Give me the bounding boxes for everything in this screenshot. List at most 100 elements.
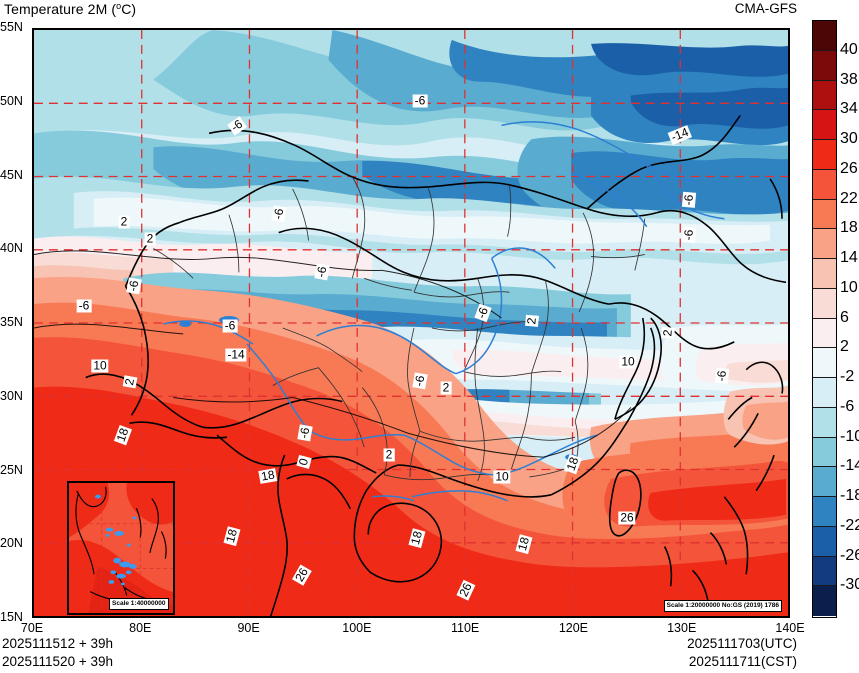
contour-label: 2: [440, 380, 452, 395]
colorbar-segment: [813, 110, 836, 140]
colorbar-segment: [813, 259, 836, 289]
colorbar-segment: [813, 140, 836, 170]
x-axis-label: 140E: [775, 621, 805, 635]
colorbar-segment: [813, 229, 836, 259]
colorbar[interactable]: [812, 20, 837, 618]
x-axis-label: 120E: [558, 621, 589, 635]
temperature-field: [34, 30, 788, 616]
y-axis-label: 45N: [0, 167, 23, 182]
colorbar-tick-label: 26: [840, 159, 858, 177]
colorbar-segment: [813, 467, 836, 497]
contour-label: 2: [122, 375, 138, 389]
colorbar-segment: [813, 21, 836, 51]
x-axis-label: 110E: [451, 621, 480, 635]
map-frame[interactable]: -6 -6 -14 2 -6 2 -6 -6 -6 -6 -6 -6 2 -6 2 -14 10 10 2 -6 2 -6…: [32, 28, 790, 618]
colorbar-tick-label: 40: [840, 40, 858, 58]
contour-label: 2: [383, 447, 395, 462]
footer-valid-time-utc: 2025111703(UTC): [687, 636, 797, 651]
contour-label: -6: [412, 93, 428, 108]
inset-scale-label: Scale 1:40000000: [109, 598, 169, 610]
colorbar-tick-label: -18: [840, 487, 859, 504]
colorbar-tick-label: 2: [840, 338, 849, 356]
y-axis-label: 20N: [0, 536, 23, 551]
degree-symbol: o: [116, 1, 122, 11]
colorbar-tick-label: 6: [840, 308, 849, 326]
colorbar-segment: [813, 50, 836, 81]
x-axis-label: 70E: [20, 621, 44, 635]
x-axis-label: 90E: [237, 621, 260, 635]
contour-label: -6: [76, 298, 92, 313]
colorbar-tick-label: -22: [840, 516, 859, 534]
contour-label: -6: [222, 318, 238, 333]
footer-valid-time-cst: 2025111711(CST): [688, 654, 797, 669]
contour-label: -6: [125, 277, 142, 295]
contour-label: -6: [296, 424, 313, 442]
colorbar-segments: [813, 21, 836, 616]
colorbar-tick-label: 30: [840, 130, 858, 147]
colorbar-tick-label: 22: [840, 189, 858, 207]
contour-label: 2: [144, 231, 156, 246]
y-axis-label: 35N: [0, 315, 23, 329]
footer-init-time-utc: 2025111512 + 39h: [2, 636, 113, 651]
colorbar-segment: [813, 288, 836, 319]
contour-label: -6: [714, 368, 730, 384]
colorbar-segment: [813, 437, 836, 468]
contour-label: 2: [118, 214, 130, 229]
colorbar-tick-label: -10: [840, 427, 859, 445]
colorbar-segment: [813, 199, 836, 230]
contour-label: -6: [411, 372, 428, 390]
y-axis-label: 30N: [0, 388, 23, 403]
colorbar-tick-label: 18: [840, 219, 858, 237]
contour-label: -6: [681, 227, 697, 243]
colorbar-tick-label: 14: [840, 249, 858, 266]
inset-map-canvas: [69, 483, 173, 613]
y-axis-label: 40N: [0, 241, 23, 256]
colorbar-tick-label: -26: [840, 546, 859, 564]
page-title-text: Temperature 2M (: [4, 1, 117, 17]
contour-label: -14: [225, 347, 247, 362]
x-axis-label: 80E: [129, 621, 152, 635]
contour-label: -6: [313, 263, 330, 281]
contour-label: 10: [619, 354, 637, 369]
y-axis-label: 50N: [0, 93, 23, 108]
colorbar-segment: [813, 80, 836, 111]
x-axis-label: 130E: [667, 621, 697, 635]
contour-label: 2: [660, 327, 675, 339]
colorbar-tick-label: -30: [840, 576, 859, 594]
colorbar-segment: [813, 556, 836, 587]
contour-label: 10: [493, 469, 511, 484]
colorbar-segment: [813, 497, 836, 527]
contour-label: 2: [524, 315, 539, 327]
page-title: Temperature 2M (oC): [4, 1, 136, 17]
colorbar-segment: [813, 318, 836, 349]
map-scale-label: Scale 1:20000000 No:GS (2019) 1786: [663, 600, 782, 612]
colorbar-tick-label: 34: [840, 100, 858, 118]
colorbar-segment: [813, 407, 836, 438]
colorbar-segment: [813, 586, 836, 616]
model-label: CMA-GFS: [734, 1, 797, 16]
y-axis-label: 15N: [0, 610, 23, 624]
colorbar-tick-label: 38: [840, 70, 858, 88]
inset-map-south-china-sea: Scale 1:40000000: [67, 481, 175, 615]
colorbar-segment: [813, 526, 836, 557]
page-title-unit: C): [121, 1, 137, 17]
contour-label: -6: [681, 192, 697, 208]
colorbar-tick-label: -14: [840, 457, 859, 475]
colorbar-segment: [813, 169, 836, 200]
contour-label: 10: [91, 358, 109, 373]
y-axis-label: 55N: [0, 20, 23, 34]
colorbar-segment: [813, 348, 836, 378]
colorbar-tick-label: -6: [840, 397, 855, 415]
contour-label: -6: [270, 205, 287, 223]
rivers: [163, 121, 725, 502]
map-canvas: [34, 30, 788, 616]
colorbar-segment: [813, 378, 836, 408]
contour-label: 26: [618, 510, 636, 525]
x-axis-label: 100E: [342, 621, 372, 635]
footer-init-time-cst: 2025111520 + 39h: [2, 654, 113, 669]
colorbar-tick-label: 10: [840, 278, 858, 296]
contour-lines: [34, 250, 632, 458]
y-axis-label: 25N: [0, 462, 23, 477]
colorbar-tick-label: -2: [840, 368, 855, 385]
